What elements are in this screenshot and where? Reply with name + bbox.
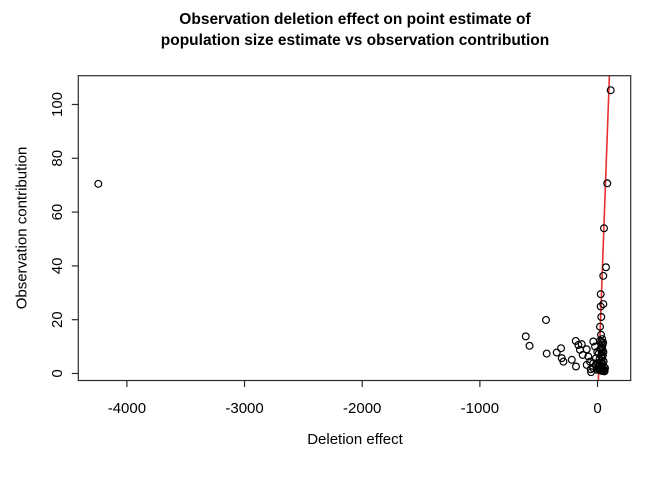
plot-box [77, 75, 632, 382]
scatter-point [552, 348, 561, 357]
scatter-point [577, 340, 586, 349]
scatter-point [603, 179, 612, 188]
scatter-point [594, 349, 603, 358]
scatter-point [594, 359, 603, 368]
x-tick-label: -2000 [343, 400, 381, 417]
y-tick-label: 0 [49, 369, 66, 377]
scatter-point [597, 313, 606, 322]
y-tick-label: 80 [49, 150, 66, 167]
scatter-point [595, 355, 604, 364]
chart-title-line2: population size estimate vs observation … [160, 32, 550, 49]
y-tick-label: 20 [49, 311, 66, 328]
scatter-point [559, 357, 568, 366]
scatter-point [595, 322, 604, 331]
scatter-point [571, 362, 580, 371]
scatter-point [574, 340, 583, 349]
scatter-point [599, 224, 608, 233]
scatter-point [596, 290, 605, 299]
scatter-point [557, 344, 566, 353]
x-axis-label: Deletion effect [307, 431, 403, 448]
scatter-point [541, 315, 550, 324]
scatter-point [596, 344, 605, 353]
scatter-point [596, 336, 605, 345]
scatter-point [542, 349, 551, 358]
scatter-point [584, 352, 593, 361]
scatter-point [567, 355, 576, 364]
scatter-point [525, 341, 534, 350]
x-tick-label: 0 [593, 400, 601, 417]
y-tick-label: 60 [49, 204, 66, 221]
y-tick-label: 40 [49, 258, 66, 275]
scatter-point [578, 350, 587, 359]
scatter-point [600, 367, 609, 376]
scatter-point [521, 332, 530, 341]
scatter-point [582, 345, 591, 354]
x-tick-label: -3000 [225, 400, 263, 417]
scatter-point [601, 263, 610, 272]
chart-title-line1: Observation deletion effect on point est… [179, 11, 531, 28]
scatter-point [606, 86, 615, 95]
x-tick-label: -4000 [108, 400, 146, 417]
scatter-point [599, 300, 608, 309]
y-tick-label: 100 [49, 92, 66, 117]
scatter-point [596, 302, 605, 311]
scatter-point [599, 271, 608, 280]
scatter-point [571, 336, 580, 345]
x-tick-label: -1000 [461, 400, 499, 417]
scatter-point [94, 179, 103, 188]
scatter-point [601, 364, 610, 373]
